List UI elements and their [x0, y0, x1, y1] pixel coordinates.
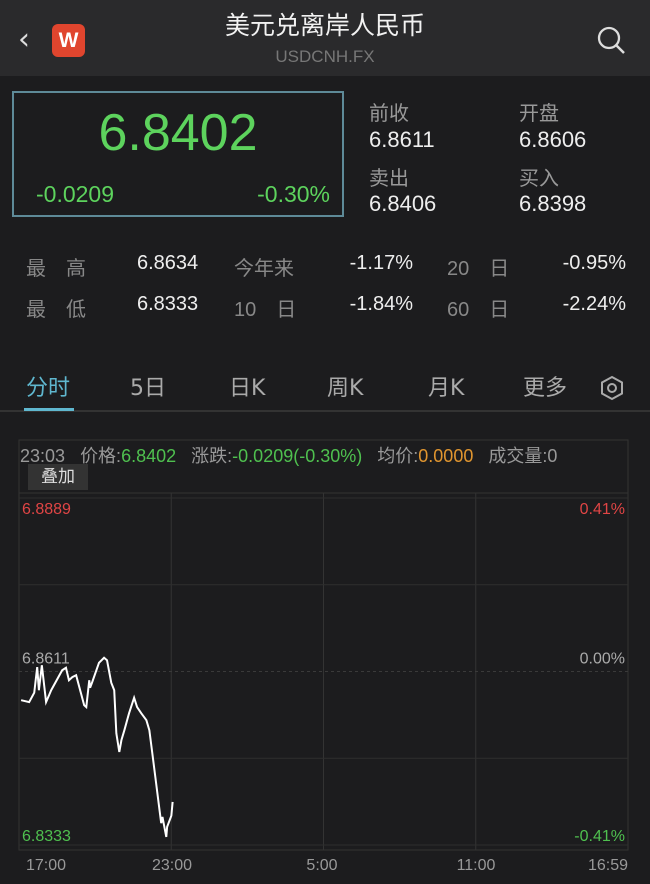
- stat-label: 10 日: [234, 299, 297, 321]
- stat-value: -0.95%: [562, 252, 626, 274]
- bid-value: 6.8398: [519, 191, 587, 216]
- ask-value: 6.8406: [369, 191, 437, 216]
- tab-5day[interactable]: 5日: [130, 376, 166, 401]
- current-price: 6.8402: [98, 104, 258, 162]
- y-label-right: 0.00%: [580, 651, 625, 668]
- tab-divider: [0, 410, 650, 412]
- stat-value: 6.8333: [137, 293, 199, 315]
- price-box: 6.8402 -0.0209 -0.30%: [12, 91, 344, 217]
- info-time: 23:03: [20, 446, 66, 466]
- tab-weekly-k[interactable]: 周K: [327, 376, 364, 401]
- stat-label: 今年来: [234, 258, 294, 280]
- active-tab-indicator: [24, 408, 74, 411]
- info-change-label: 涨跌:: [191, 446, 233, 466]
- tab-daily-k[interactable]: 日K: [229, 376, 266, 401]
- ask-label: 卖出: [369, 166, 409, 190]
- price-change: -0.0209: [36, 181, 115, 207]
- price-change-pct: -0.30%: [257, 181, 330, 207]
- open-label: 开盘: [519, 101, 559, 125]
- prev-close-label: 前收: [369, 101, 409, 125]
- y-label-left: 6.8611: [22, 651, 70, 668]
- info-bar: 23:03 价格:6.8402 涨跌:-0.0209(-0.30%) 均价:0.…: [20, 442, 557, 468]
- y-label-right: 0.41%: [580, 501, 625, 518]
- chevron-left-icon[interactable]: ‹: [18, 22, 30, 57]
- stat-value: 6.8634: [137, 252, 199, 274]
- y-label-left: 6.8333: [22, 828, 71, 845]
- stat-label: 60 日: [447, 299, 510, 321]
- stat-label: 20 日: [447, 258, 510, 280]
- prev-close-value: 6.8611: [369, 127, 435, 152]
- info-volume-label: 成交量:: [488, 446, 548, 466]
- stat-value: -2.24%: [562, 293, 626, 315]
- open-value: 6.8606: [519, 127, 587, 152]
- stat-label: 最 高: [26, 258, 86, 280]
- page-title: 美元兑离岸人民币: [224, 11, 425, 40]
- bid-label: 买入: [519, 166, 559, 190]
- x-tick-label: 5:00: [306, 857, 337, 874]
- info-change: -0.0209(-0.30%): [232, 446, 363, 466]
- info-avg-label: 均价:: [377, 446, 419, 466]
- stat-value: -1.17%: [349, 252, 413, 274]
- header: [0, 0, 650, 76]
- stat-value: -1.84%: [349, 293, 413, 315]
- tab-intraday[interactable]: 分时: [26, 376, 71, 401]
- app-logo[interactable]: W: [52, 24, 85, 57]
- x-tick-label: 17:00: [26, 857, 66, 874]
- info-volume: 0: [547, 446, 558, 466]
- intraday-chart: 6.8889 6.8611 6.8333 0.41% 0.00% -0.41% 17:00 2…: [18, 439, 629, 874]
- info-avg: 0.0000: [418, 446, 474, 466]
- info-price-label: 价格:: [80, 446, 122, 466]
- y-label-left: 6.8889: [22, 501, 71, 518]
- x-tick-label: 16:59: [588, 857, 628, 874]
- hexagon-settings-icon[interactable]: [600, 375, 624, 401]
- x-tick-label: 23:00: [152, 857, 192, 874]
- x-tick-label: 11:00: [457, 857, 496, 874]
- search-icon[interactable]: [597, 26, 627, 56]
- tab-more[interactable]: 更多: [523, 376, 568, 401]
- symbol-code: USDCNH.FX: [275, 47, 375, 66]
- y-label-right: -0.41%: [574, 828, 625, 845]
- tab-monthly-k[interactable]: 月K: [428, 376, 465, 401]
- info-price: 6.8402: [121, 446, 177, 466]
- overlay-button[interactable]: 叠加: [28, 464, 88, 490]
- price-line: [20, 656, 174, 838]
- stat-label: 最 低: [26, 299, 86, 321]
